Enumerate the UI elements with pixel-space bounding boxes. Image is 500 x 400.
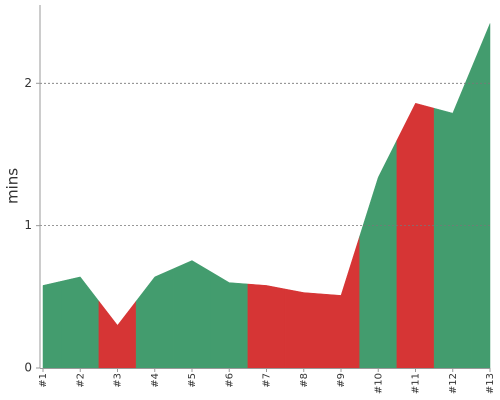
x-tick-label: #7 [262, 373, 273, 388]
x-tick-label: #2 [75, 373, 86, 388]
y-tick-label: 0 [24, 361, 32, 375]
area-segment [98, 300, 137, 369]
x-tick-label: #11 [411, 373, 422, 394]
area-segment [433, 68, 472, 369]
area-segment [173, 260, 211, 369]
area-segment [210, 271, 249, 369]
area-segment [396, 102, 435, 369]
area-segment [61, 276, 100, 369]
x-tick-label: #10 [373, 373, 384, 394]
x-tick-label: #9 [336, 373, 347, 388]
x-tick-label: #5 [187, 373, 198, 388]
x-tick-label: #3 [113, 373, 124, 388]
x-tick-label: #6 [224, 373, 235, 388]
y-axis-label: mins [4, 168, 22, 204]
x-tick-label: #1 [38, 373, 49, 388]
x-tick-label: #13 [485, 373, 496, 394]
y-tick-label: 2 [24, 76, 32, 90]
x-tick-label: #12 [448, 373, 459, 394]
y-tick-label: 1 [24, 218, 32, 232]
area-segment [42, 280, 62, 369]
x-tick-label: #8 [299, 373, 310, 388]
area-segment [359, 140, 398, 369]
area-segment [247, 283, 286, 369]
area-segment [471, 23, 491, 369]
area-segment [322, 236, 360, 369]
x-tick-label: #4 [150, 373, 161, 388]
area-segment [284, 288, 323, 369]
area-segment [135, 268, 174, 369]
